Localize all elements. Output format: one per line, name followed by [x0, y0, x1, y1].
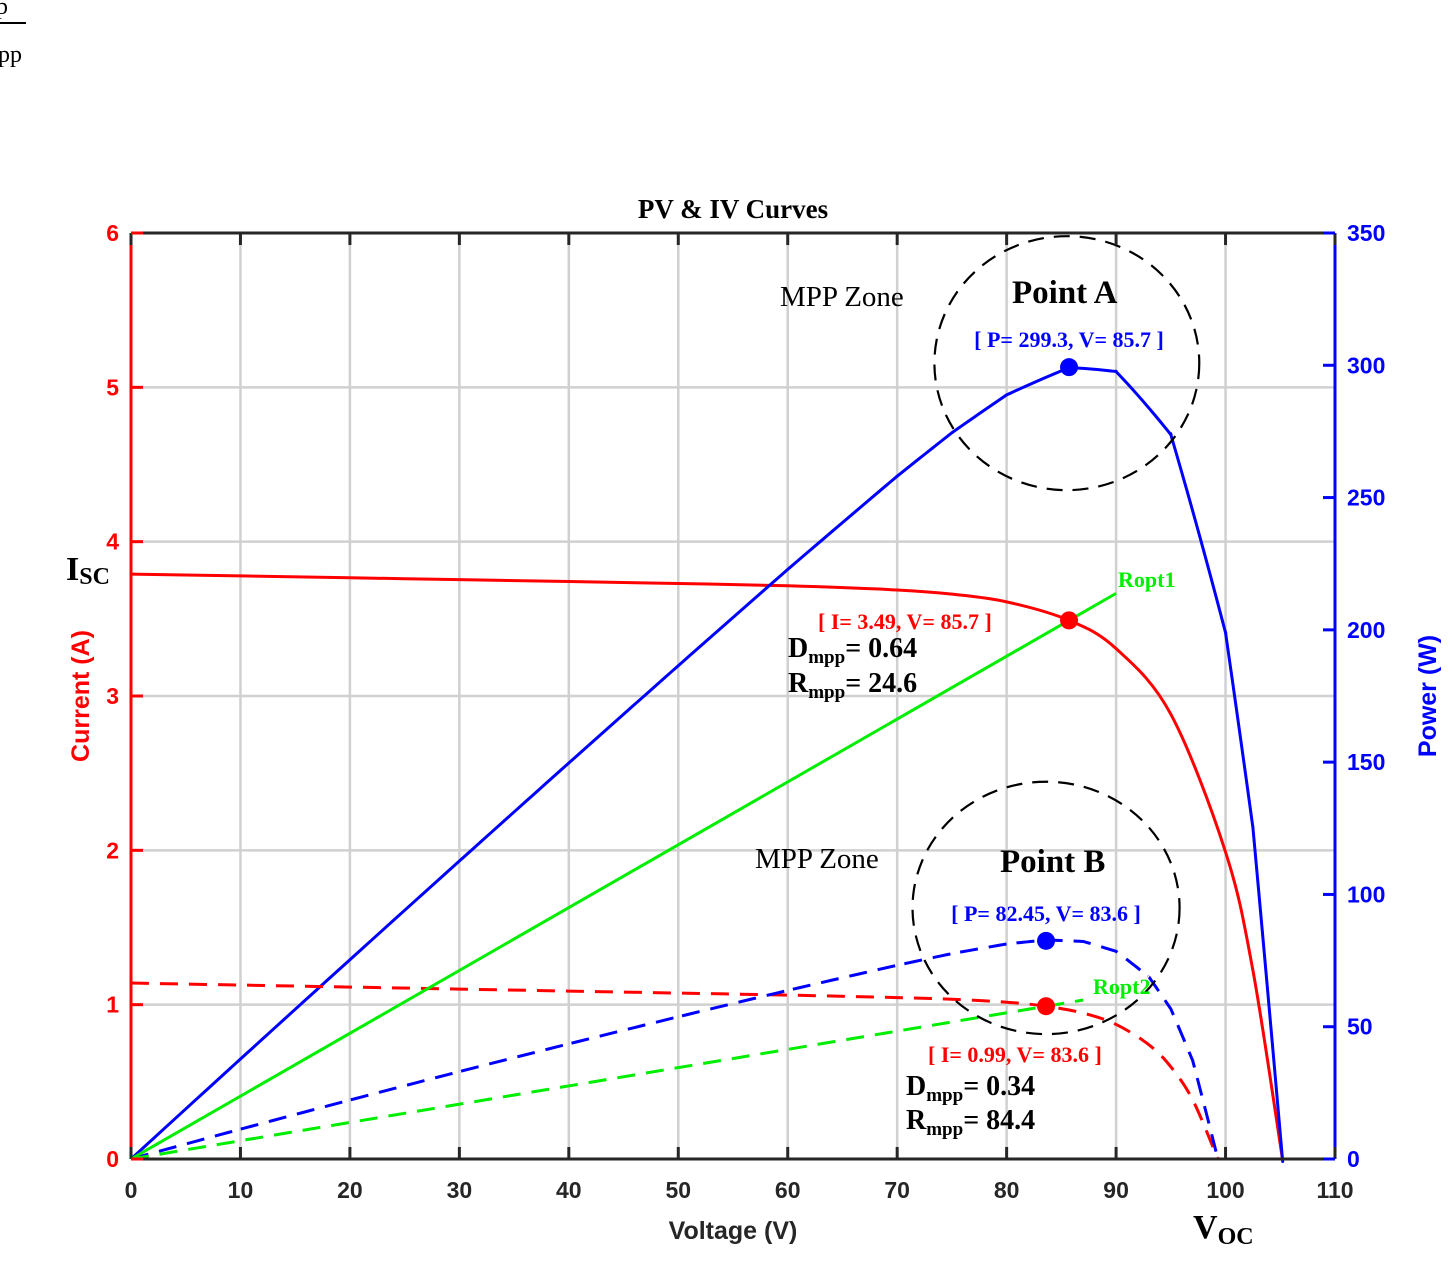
- point-b-current-label: [ I= 0.99, V= 83.6 ]: [928, 1042, 1102, 1067]
- point-a-label: Point A: [1012, 275, 1118, 311]
- rmpp-a-main: R: [788, 668, 809, 699]
- dmpp-a-label: Dmpp= 0.64: [788, 633, 917, 668]
- y-right-tick-label: 200: [1347, 617, 1385, 643]
- x-tick-label: 100: [1206, 1177, 1244, 1203]
- rmpp-b-value: = 84.4: [963, 1105, 1035, 1136]
- series-layer: [129, 366, 1285, 1163]
- tick-labels: 0 10 20 30 40 50 60 70 80 90 100 110012345605010015…: [106, 220, 1385, 1203]
- dmpp-b-sub: mpp: [926, 1085, 963, 1106]
- series-iv_a: [130, 572, 1284, 1160]
- axes: [129, 231, 1337, 1161]
- rmpp-a-label: Rmpp= 24.6: [788, 668, 917, 703]
- chart-title: PV & IV Curves: [638, 194, 828, 224]
- y-left-tick-label: 4: [106, 529, 119, 555]
- series-ropt1: [130, 592, 1117, 1161]
- rmpp-a-sub: mpp: [808, 682, 845, 703]
- x-tick-label: 30: [447, 1177, 473, 1203]
- mpp-marker-mpp_a_power: [1060, 358, 1079, 377]
- dmpp-b-main: D: [906, 1071, 926, 1102]
- x-tick-label: 90: [1103, 1177, 1129, 1203]
- rmpp-b-main: R: [906, 1105, 927, 1136]
- mpp-zone-zone_a: [933, 235, 1201, 492]
- mpp-zones: [911, 235, 1201, 1036]
- x-tick-label: 110: [1316, 1177, 1353, 1203]
- y-axis-right-label: Power (W): [1414, 635, 1442, 757]
- grid: [131, 233, 1335, 1159]
- point-a-current-label: [ I= 3.49, V= 85.7 ]: [818, 609, 992, 634]
- series-pv_b: [130, 938, 1220, 1162]
- y-left-tick-label: 2: [106, 837, 119, 863]
- dmpp-b-label: Dmpp= 0.34: [906, 1071, 1035, 1106]
- zone-a-label: MPP Zone: [780, 281, 904, 313]
- y-left-tick-label: 3: [106, 683, 119, 709]
- y-right-tick-label: 50: [1347, 1014, 1373, 1040]
- point-b-power-label: [ P= 82.45, V= 83.6 ]: [951, 901, 1141, 926]
- fragment-bottom-text: pp: [0, 42, 22, 68]
- point-a-power-label: [ P= 299.3, V= 85.7 ]: [974, 327, 1164, 352]
- x-tick-label: 0: [125, 1177, 138, 1203]
- dmpp-a-value: = 0.64: [845, 633, 917, 664]
- point-b-label: Point B: [1000, 844, 1105, 880]
- mpp-zone-zone_b: [911, 780, 1181, 1036]
- y-right-tick-label: 250: [1347, 485, 1385, 511]
- mpp-marker-mpp_a_current: [1060, 611, 1079, 630]
- ropt2-label: Ropt2: [1093, 974, 1150, 999]
- ropt1-label: Ropt1: [1118, 567, 1175, 592]
- y-right-tick-label: 0: [1347, 1146, 1360, 1172]
- x-tick-label: 40: [556, 1177, 582, 1203]
- x-tick-label: 60: [775, 1177, 801, 1203]
- isc-main: I: [66, 551, 79, 588]
- rmpp-b-sub: mpp: [926, 1119, 963, 1140]
- dmpp-a-sub: mpp: [808, 647, 845, 668]
- voc-sub: OC: [1218, 1224, 1254, 1250]
- x-tick-label: 10: [228, 1177, 254, 1203]
- x-tick-label: 80: [994, 1177, 1020, 1203]
- dmpp-a-main: D: [788, 633, 808, 664]
- y-right-tick-label: 150: [1347, 749, 1385, 775]
- y-left-tick-label: 1: [106, 992, 119, 1018]
- y-left-tick-label: 5: [106, 374, 119, 400]
- rmpp-a-value: = 24.6: [845, 668, 917, 699]
- y-left-tick-label: 6: [106, 220, 119, 246]
- y-right-tick-label: 350: [1347, 220, 1385, 246]
- y-axis-left-label: Current (A): [67, 630, 95, 762]
- voc-main: V: [1193, 1209, 1218, 1246]
- isc-label: ISC: [66, 551, 110, 590]
- mpp-marker-mpp_b_power: [1037, 931, 1056, 950]
- rmpp-b-label: Rmpp= 84.4: [906, 1105, 1035, 1140]
- mpp-marker-mpp_b_current: [1037, 997, 1056, 1016]
- y-right-tick-label: 100: [1347, 881, 1385, 907]
- x-tick-label: 20: [337, 1177, 363, 1203]
- y-left-tick-label: 0: [106, 1146, 119, 1172]
- fragment-top-text: p: [0, 0, 8, 20]
- isc-sub: SC: [79, 564, 110, 590]
- y-right-tick-label: 300: [1347, 352, 1385, 378]
- voc-label: VOC: [1193, 1209, 1254, 1250]
- zone-b-label: MPP Zone: [755, 843, 879, 875]
- x-tick-label: 70: [884, 1177, 910, 1203]
- x-tick-label: 50: [665, 1177, 691, 1203]
- mpp-points: [1037, 358, 1079, 1016]
- x-axis-label: Voltage (V): [669, 1217, 798, 1245]
- dmpp-b-value: = 0.34: [963, 1071, 1035, 1102]
- series-ropt2: [130, 998, 1084, 1161]
- series-iv_b: [130, 981, 1220, 1160]
- series-pv_a: [129, 366, 1285, 1163]
